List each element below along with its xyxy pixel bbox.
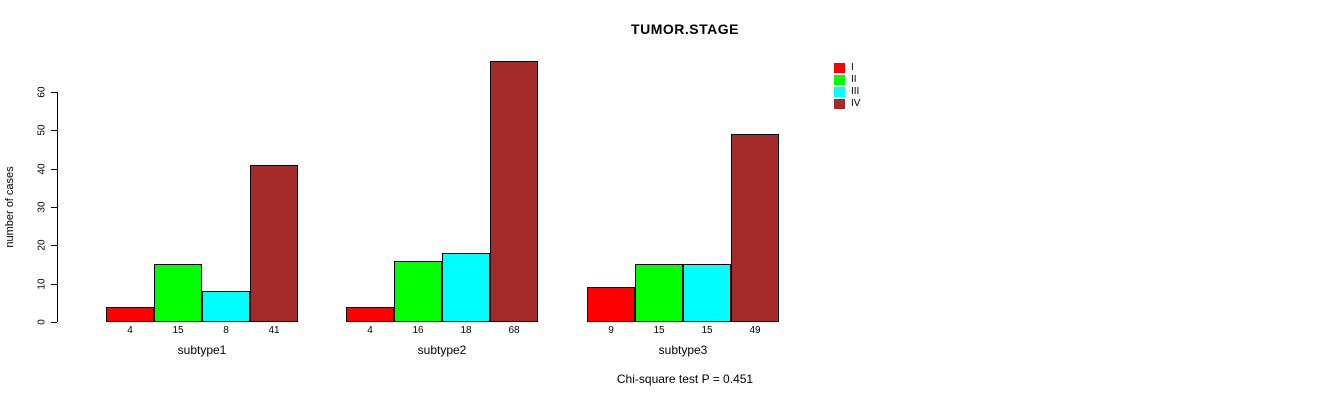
y-axis-tick	[51, 245, 57, 247]
bar-subtype3-III	[683, 264, 731, 322]
category-label: subtype1	[177, 343, 227, 357]
bar-value-label: 15	[172, 325, 184, 336]
legend-item-III: III	[834, 86, 860, 98]
y-axis-tick	[51, 283, 57, 285]
bar-subtype3-II	[635, 264, 683, 322]
legend-item-I: I	[834, 62, 860, 74]
y-axis-tick-label: 50	[36, 124, 48, 136]
legend-item-II: II	[834, 74, 860, 86]
bar-value-label: 4	[127, 325, 133, 336]
bar-subtype1-III	[202, 291, 250, 322]
y-axis-tick-label: 30	[36, 201, 48, 213]
bar-value-label: 9	[608, 325, 614, 336]
bar-subtype3-IV	[731, 134, 779, 322]
legend-label: IV	[851, 98, 861, 109]
bar-value-label: 15	[701, 325, 713, 336]
y-axis-tick-label: 40	[36, 163, 48, 175]
chart-title: TUMOR.STAGE	[631, 21, 739, 37]
y-axis-line	[57, 92, 58, 322]
bar-subtype3-I	[587, 287, 635, 322]
legend-swatch-I	[834, 63, 845, 73]
bar-value-label: 41	[268, 325, 280, 336]
category-label: subtype2	[417, 343, 467, 357]
bar-value-label: 68	[508, 325, 520, 336]
annotation-text: Chi-square test P = 0.451	[616, 372, 754, 386]
category-label: subtype3	[658, 343, 708, 357]
y-axis-tick	[51, 92, 57, 93]
bar-value-label: 18	[460, 325, 472, 336]
y-axis-tick-label: 0	[36, 319, 48, 325]
legend-label: I	[851, 62, 854, 73]
legend-item-IV: IV	[834, 98, 860, 110]
bar-subtype2-I	[346, 307, 394, 322]
bar-value-label: 15	[653, 325, 665, 336]
bar-subtype1-I	[106, 307, 154, 322]
legend-label: II	[851, 74, 857, 85]
legend-swatch-III	[834, 87, 845, 97]
legend: I II III IV	[834, 62, 860, 110]
bar-value-label: 49	[749, 325, 761, 336]
bar-subtype2-II	[394, 261, 442, 322]
bar-value-label: 4	[367, 325, 373, 336]
y-axis-tick-label: 10	[36, 278, 48, 290]
bar-value-label: 8	[223, 325, 229, 336]
bar-subtype1-IV	[250, 165, 298, 322]
y-axis-tick	[51, 322, 57, 323]
legend-swatch-II	[834, 75, 845, 85]
y-axis-tick	[51, 168, 57, 170]
y-axis-tick-label: 60	[36, 86, 48, 98]
y-axis-label: number of cases	[4, 166, 16, 248]
bar-subtype1-II	[154, 264, 202, 322]
bar-value-label: 16	[412, 325, 424, 336]
bar-subtype2-IV	[490, 61, 538, 322]
y-axis-tick	[51, 207, 57, 208]
y-axis-tick-label: 20	[36, 239, 48, 251]
legend-swatch-IV	[834, 99, 845, 109]
legend-label: III	[851, 86, 860, 97]
bar-subtype2-III	[442, 253, 490, 322]
y-axis-tick	[51, 130, 57, 132]
